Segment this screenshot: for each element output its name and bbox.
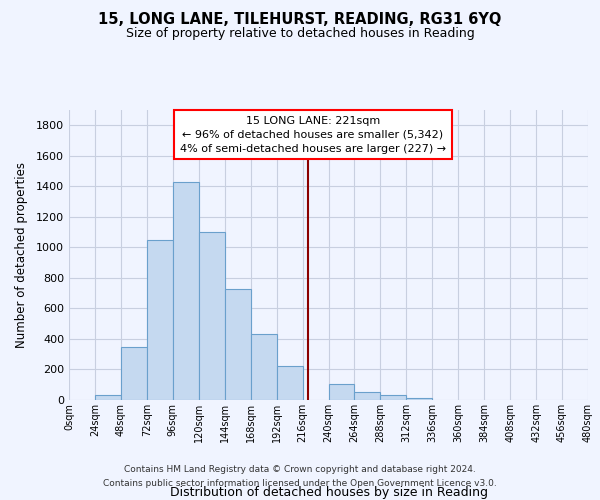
Bar	[277, 366, 302, 400]
Bar	[225, 290, 251, 400]
Bar	[199, 232, 224, 400]
Bar	[147, 240, 173, 400]
Text: Size of property relative to detached houses in Reading: Size of property relative to detached ho…	[125, 28, 475, 40]
Bar	[355, 392, 380, 400]
Text: 15, LONG LANE, TILEHURST, READING, RG31 6YQ: 15, LONG LANE, TILEHURST, READING, RG31 …	[98, 12, 502, 28]
Text: 15 LONG LANE: 221sqm
← 96% of detached houses are smaller (5,342)
4% of semi-det: 15 LONG LANE: 221sqm ← 96% of detached h…	[180, 116, 446, 154]
Bar	[406, 398, 432, 400]
Bar	[95, 396, 121, 400]
X-axis label: Distribution of detached houses by size in Reading: Distribution of detached houses by size …	[170, 486, 487, 500]
Bar	[380, 396, 406, 400]
Bar	[251, 334, 277, 400]
Text: Contains HM Land Registry data © Crown copyright and database right 2024.
Contai: Contains HM Land Registry data © Crown c…	[103, 466, 497, 487]
Bar	[121, 346, 147, 400]
Bar	[329, 384, 355, 400]
Bar	[173, 182, 199, 400]
Y-axis label: Number of detached properties: Number of detached properties	[14, 162, 28, 348]
